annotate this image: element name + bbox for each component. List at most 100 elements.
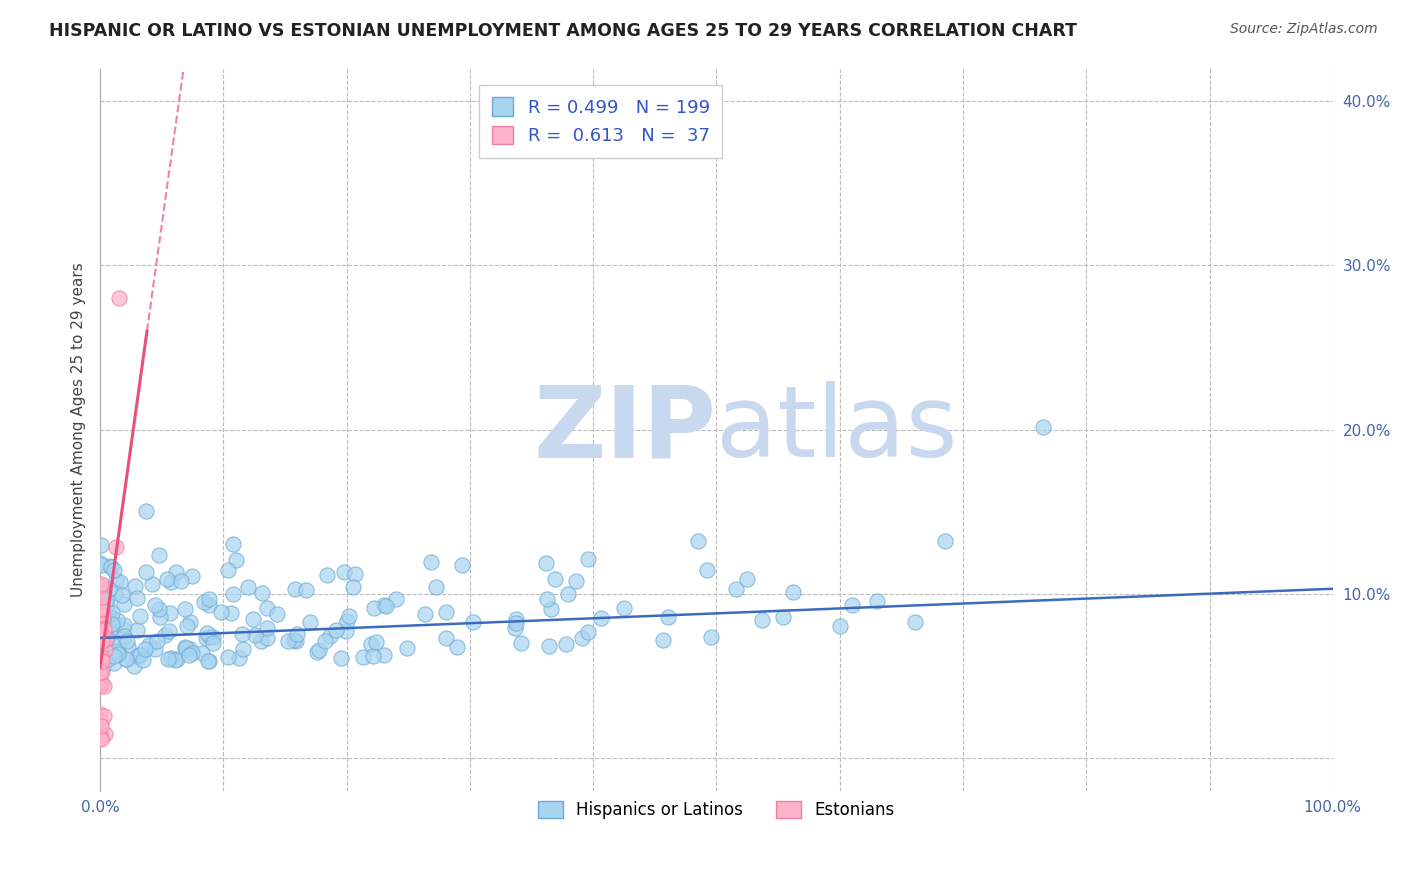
Point [89,639,111,653]
Point [94,727,117,741]
Point [202,635,225,649]
Point [105,540,128,554]
Point [305,645,328,659]
Point [195,625,218,640]
Point [221,537,243,551]
Point [125,591,148,606]
Point [222,587,245,601]
Point [98,558,121,573]
Point [772,609,794,624]
Point [157,624,180,639]
Point [90,618,112,632]
Point [180,569,202,583]
Point [89,622,111,636]
Point [94,632,117,646]
Point [217,649,239,664]
Point [434,631,457,645]
Point [557,587,579,601]
Point [366,635,388,649]
Point [111,622,134,636]
Point [176,619,198,633]
Point [138,638,160,652]
Point [89,665,111,680]
Point [238,580,260,594]
Point [342,581,364,595]
Point [89,609,111,624]
Point [98,624,121,638]
Point [841,598,863,612]
Point [129,608,152,623]
Point [90,650,112,665]
Point [250,586,273,600]
Point [94,643,117,657]
Point [132,653,155,667]
Point [828,619,851,633]
Point [373,598,395,612]
Point [90,635,112,649]
Point [96,599,118,613]
Point [232,641,254,656]
Point [90,629,112,643]
Point [657,610,679,624]
Point [250,634,273,648]
Point [934,534,956,549]
Point [696,563,718,577]
Point [413,607,436,621]
Point [177,648,200,662]
Point [91,609,114,624]
Point [89,616,111,631]
Point [277,633,299,648]
Point [446,640,468,655]
Point [114,629,136,643]
Point [91,665,114,680]
Point [375,599,398,613]
Text: atlas: atlas [717,381,957,478]
Point [165,653,187,667]
Point [122,659,145,673]
Point [242,612,264,626]
Point [89,680,111,694]
Point [96,632,118,646]
Point [505,616,527,631]
Point [434,605,457,619]
Point [231,627,253,641]
Point [363,600,385,615]
Point [108,575,131,590]
Point [735,572,758,586]
Point [725,582,748,596]
Point [180,646,202,660]
Point [96,652,118,666]
Point [159,606,181,620]
Point [149,610,172,624]
Point [90,677,112,691]
Point [555,637,578,651]
Point [90,578,112,592]
Point [90,625,112,640]
Point [651,632,673,647]
Point [505,612,527,626]
Point [89,624,111,638]
Point [160,650,183,665]
Point [90,611,112,625]
Point [107,647,129,661]
Point [101,606,124,620]
Point [141,577,163,591]
Point [104,586,127,600]
Point [94,593,117,607]
Point [143,642,166,657]
Point [256,601,278,615]
Point [316,567,339,582]
Point [195,632,218,646]
Point [298,615,321,629]
Point [89,583,111,598]
Point [166,652,188,666]
Point [287,627,309,641]
Point [174,641,197,656]
Point [179,615,201,630]
Point [201,630,224,644]
Point [90,580,112,594]
Point [91,654,114,668]
Point [165,565,187,579]
Point [283,633,305,648]
Point [179,642,201,657]
